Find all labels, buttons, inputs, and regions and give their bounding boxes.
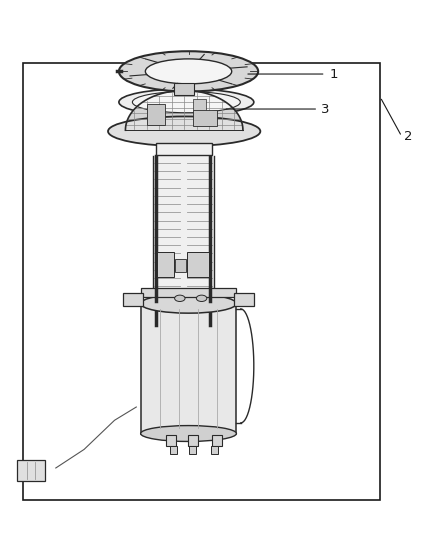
Bar (193, 110, 217, 126)
Ellipse shape (175, 295, 185, 302)
Ellipse shape (119, 51, 258, 92)
Bar (189, 446, 196, 454)
Ellipse shape (108, 116, 260, 146)
Ellipse shape (119, 89, 254, 115)
Text: 2: 2 (404, 130, 413, 143)
Bar (23, 63, 380, 500)
Bar (174, 83, 194, 95)
Ellipse shape (141, 425, 237, 441)
Bar (193, 100, 206, 110)
Ellipse shape (196, 295, 207, 302)
Ellipse shape (145, 59, 232, 84)
Bar (141, 288, 237, 297)
Bar (123, 293, 143, 306)
Bar (212, 434, 222, 446)
Bar (17, 460, 45, 481)
Bar (211, 446, 218, 454)
Bar (147, 104, 165, 125)
Polygon shape (125, 91, 243, 130)
Bar (170, 446, 177, 454)
Text: 3: 3 (321, 102, 330, 116)
Bar (153, 156, 214, 298)
Bar (166, 434, 176, 446)
Bar (156, 143, 212, 155)
Bar (157, 252, 174, 277)
Bar (176, 259, 186, 272)
Text: 1: 1 (330, 68, 339, 80)
Bar (234, 293, 254, 306)
Bar (141, 304, 237, 433)
Bar (187, 252, 208, 277)
Ellipse shape (141, 294, 237, 313)
Bar (188, 434, 198, 446)
Ellipse shape (132, 92, 240, 113)
